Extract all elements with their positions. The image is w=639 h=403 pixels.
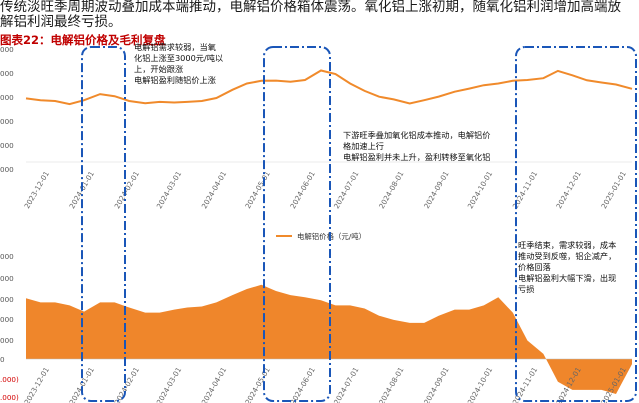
upper-x-tick-5: 2024-05-01 — [243, 170, 272, 211]
upper-x-tick-3: 2024-03-01 — [155, 170, 184, 211]
lower-x-tick-10: 2024-10-01 — [466, 366, 495, 403]
highlight-box-2 — [263, 46, 331, 402]
chart-title: 图表22：电解铝价格及毛利复盘 — [0, 33, 166, 47]
lower-x-tick-8: 2024-08-01 — [377, 366, 406, 403]
upper-x-tick-9: 2024-09-01 — [422, 170, 451, 211]
upper-x-tick-12: 2024-12-01 — [554, 170, 583, 211]
intro-paragraph: 传统淡旺季周期波动叠加成本端推动，电解铝价格箱体震荡。氧化铝上涨初期，随氧化铝利… — [0, 0, 639, 34]
lower-x-tick-9: 2024-09-01 — [422, 366, 451, 403]
upper-x-tick-8: 2024-08-01 — [377, 170, 406, 211]
lower-x-tick-11: 2024-11-01 — [511, 366, 540, 403]
lower-y-tick-6: .000) — [0, 375, 19, 384]
annotation-3-line-3: 价格回落 — [518, 262, 551, 272]
annotation-3-line-1: 旺季结束，需求较弱，成本 — [518, 240, 617, 250]
upper-y-tick-4: 000 — [0, 141, 14, 150]
annotation-2-line-1: 下游旺季叠加氧化铝成本推动，电解铝价 — [343, 130, 491, 140]
upper-y-tick-2: 000 — [0, 93, 14, 102]
upper-x-tick-13: 2025-01-01 — [599, 170, 628, 211]
upper-y-tick-1: 000 — [0, 69, 14, 78]
annotation-3-line-5: 亏损 — [518, 284, 535, 294]
lower-y-tick-3: 000 — [0, 315, 14, 324]
lower-x-tick-5: 2024-05-01 — [243, 366, 272, 403]
upper-x-tick-10: 2024-10-01 — [466, 170, 495, 211]
upper-x-tick-7: 2024-07-01 — [332, 170, 361, 211]
lower-x-tick-3: 2024-03-01 — [155, 366, 184, 403]
upper-x-tick-0: 2023-12-01 — [22, 170, 51, 211]
annotation-1-line-3: 上，开始跟涨 — [134, 64, 184, 74]
annotation-2-line-3: 电解铝盈利并未上升，盈利转移至氧化铝 — [343, 152, 491, 162]
lower-x-tick-4: 2024-04-01 — [200, 366, 229, 403]
lower-y-tick-0: 000 — [0, 252, 14, 261]
upper-x-tick-6: 2024-06-01 — [288, 170, 317, 211]
upper-x-tick-4: 2024-04-01 — [200, 169, 229, 210]
legend-label: 电解铝价格（元/吨） — [297, 232, 366, 241]
lower-y-tick-4: 000 — [0, 336, 14, 345]
annotation-3-line-2: 推动受到反噬，铝企减产， — [518, 251, 617, 261]
upper-y-tick-5: 000 — [0, 165, 14, 174]
highlight-box-1 — [81, 46, 126, 402]
upper-x-tick-2: 2024-02-01 — [112, 170, 141, 211]
lower-y-tick-2: 000 — [0, 295, 14, 304]
annotation-2-line-2: 格加速上行 — [343, 141, 384, 151]
annotation-1: 电解铝需求较弱，当氧 化铝上涨至3000元/吨以 上，开始跟涨 电解铝盈利随铝价上涨 — [134, 42, 223, 86]
lower-y-tick-5: 0 — [0, 355, 5, 364]
annotation-3: 旺季结束，需求较弱，成本 推动受到反噬，铝企减产， 价格回落 电解铝盈利大幅下滑，出现… — [518, 240, 616, 295]
lower-x-tick-6: 2024-06-01 — [288, 366, 317, 403]
lower-x-tick-7: 2024-07-01 — [332, 366, 361, 403]
intro-line-1: 传统淡旺季周期波动叠加成本端推动，电解铝价格箱体震荡。氧化铝上涨初期，随氧化铝利… — [0, 0, 621, 15]
upper-y-tick-3: 000 — [0, 117, 14, 126]
highlight-box-3 — [515, 46, 637, 402]
upper-y-tick-0: 000 — [0, 45, 14, 54]
annotation-1-line-2: 化铝上涨至3000元/吨以 — [134, 53, 224, 63]
annotation-2: 下游旺季叠加氧化铝成本推动，电解铝价 格加速上行 电解铝盈利并未上升，盈利转移至氧化… — [343, 130, 490, 163]
price-line — [25, 69, 633, 106]
lower-y-tick-7: .000) — [0, 393, 19, 402]
annotation-1-line-1: 电解铝需求较弱，当氧 — [134, 42, 216, 52]
intro-line-2: 解铝利润最终亏损。 — [0, 14, 122, 30]
upper-x-tick-11: 2024-11-01 — [511, 170, 540, 211]
annotation-1-line-4: 电解铝盈利随铝价上涨 — [134, 75, 216, 85]
lower-x-tick-2: 2024-02-01 — [112, 366, 141, 403]
lower-y-tick-1: 000 — [0, 274, 14, 283]
lower-x-tick-0: 2023-12-01 — [22, 366, 51, 403]
annotation-3-line-4: 电解铝盈利大幅下滑，出现 — [518, 273, 617, 283]
